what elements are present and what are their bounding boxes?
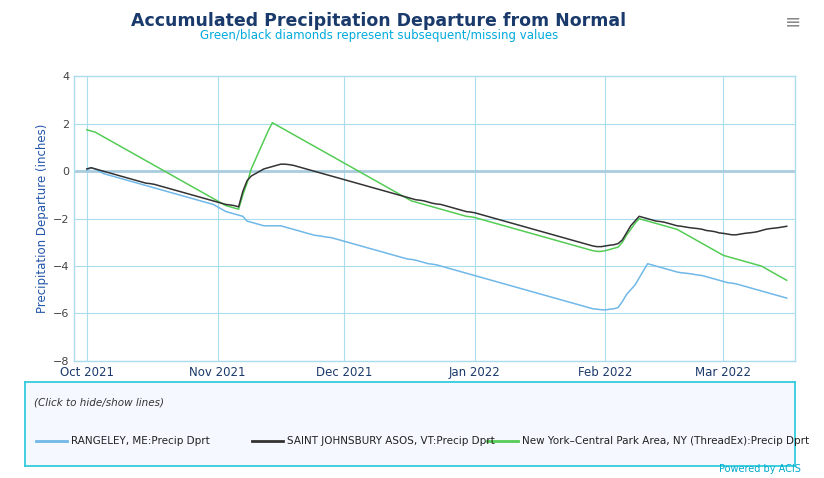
Text: New York–Central Park Area, NY (ThreadEx):Precip Dprt: New York–Central Park Area, NY (ThreadEx… [522, 436, 809, 446]
Y-axis label: Precipitation Departure (inches): Precipitation Departure (inches) [35, 124, 49, 314]
Text: Green/black diamonds represent subsequent/missing values: Green/black diamonds represent subsequen… [200, 29, 558, 42]
Text: Accumulated Precipitation Departure from Normal: Accumulated Precipitation Departure from… [132, 12, 626, 30]
Text: RANGELEY, ME:Precip Dprt: RANGELEY, ME:Precip Dprt [71, 436, 209, 446]
Text: Powered by ACIS: Powered by ACIS [719, 464, 801, 474]
Text: SAINT JOHNSBURY ASOS, VT:Precip Dprt: SAINT JOHNSBURY ASOS, VT:Precip Dprt [287, 436, 494, 446]
Text: (Click to hide/show lines): (Click to hide/show lines) [34, 398, 164, 407]
Text: ≡: ≡ [784, 12, 801, 31]
